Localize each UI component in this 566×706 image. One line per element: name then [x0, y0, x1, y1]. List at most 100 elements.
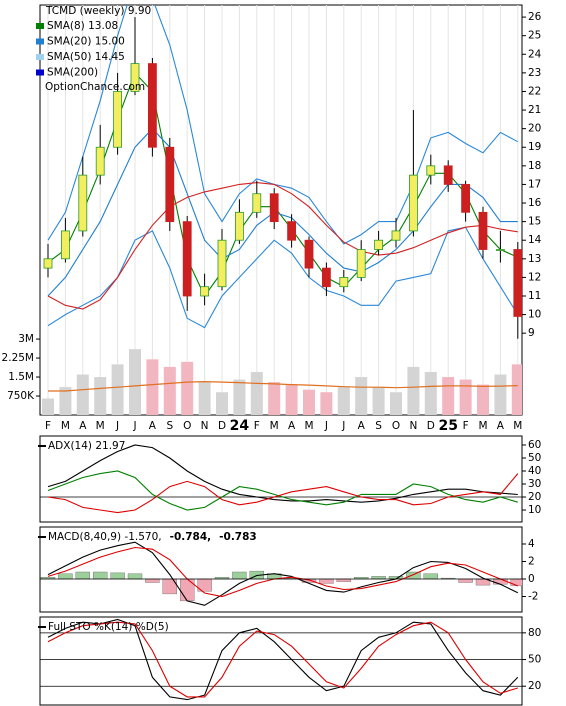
histogram-bar — [458, 578, 473, 583]
volume-bar — [216, 392, 228, 415]
y-tick-label: 17 — [528, 178, 541, 190]
y-tick-label: 19 — [528, 141, 541, 153]
y-tick-label: 10 — [528, 504, 541, 516]
candle-body — [61, 230, 70, 260]
histogram-bar — [127, 573, 143, 580]
volume-tick-label: 2.25M — [2, 352, 34, 364]
volume-bar — [459, 379, 472, 415]
x-tick-label: 24 — [230, 418, 250, 434]
candle-body — [513, 249, 522, 317]
histogram-bar — [423, 573, 438, 580]
volume-tick-label: 3M — [18, 333, 34, 345]
panel-plot — [42, 5, 522, 415]
volume-bar — [59, 387, 72, 415]
x-tick-label: S — [375, 420, 382, 432]
y-tick-label: 9 — [528, 327, 535, 339]
y-tick-label: 11 — [528, 290, 541, 302]
volume-bar — [94, 377, 107, 415]
candle-body — [113, 91, 122, 148]
x-tick-label: D — [218, 420, 226, 432]
volume-bar — [250, 371, 263, 415]
upper-band — [47, 5, 519, 245]
x-tick-label: 25 — [438, 418, 457, 434]
candle-body — [304, 239, 314, 269]
volume-bar — [163, 366, 176, 415]
x-tick-label: A — [358, 420, 366, 432]
volume-average — [48, 380, 518, 392]
x-tick-label: O — [392, 420, 400, 432]
volume-bar — [442, 377, 455, 415]
candle-body — [391, 230, 401, 241]
candle-body — [321, 267, 331, 288]
volume-bar — [42, 398, 54, 415]
y-tick-label: 2 — [528, 555, 535, 567]
histogram-bar — [319, 578, 334, 584]
y-tick-label: 12 — [528, 271, 541, 283]
volume-bar — [285, 384, 298, 415]
x-tick-label: A — [149, 420, 157, 432]
x-tick-label: F — [463, 420, 469, 432]
histogram-bar — [110, 572, 125, 580]
y-tick-label: 50 — [528, 452, 541, 464]
y-tick-label: 0 — [528, 573, 535, 585]
panel-plot — [40, 541, 522, 606]
candle-body — [78, 174, 88, 232]
candle-body — [252, 193, 262, 213]
y-tick-label: 24 — [528, 48, 542, 60]
legend-label: SMA(200) — [47, 67, 98, 79]
x-tick-label: M — [61, 420, 70, 432]
candle-body — [478, 211, 488, 250]
candle-body — [287, 221, 297, 241]
candle-body — [234, 211, 244, 241]
sma-line — [47, 182, 518, 310]
histogram-bar — [75, 571, 91, 580]
x-tick-label: A — [497, 420, 505, 432]
y-tick-label: 21 — [528, 104, 541, 116]
candle-body — [147, 63, 157, 148]
watermark: OptionChance.com — [45, 81, 145, 93]
candle-body — [356, 249, 366, 278]
indicator-line — [47, 621, 518, 698]
volume-bar — [407, 366, 420, 415]
y-tick-label: 80 — [528, 627, 541, 639]
volume-bar — [233, 379, 246, 415]
legend-label: SMA(20) 15.00 — [47, 36, 125, 48]
volume-bar — [511, 364, 522, 415]
panel-plot — [47, 618, 519, 701]
x-tick-label: F — [254, 420, 260, 432]
legend-swatch — [36, 23, 44, 29]
y-tick-label: 22 — [528, 85, 541, 97]
y-tick-label: 15 — [528, 216, 541, 228]
indicator-line — [47, 470, 518, 511]
sma-line — [47, 127, 518, 297]
histogram-bar — [510, 578, 522, 587]
panel-frame — [39, 616, 523, 706]
x-tick-label: S — [166, 420, 173, 432]
indicator-line — [47, 473, 519, 514]
x-tick-label: J — [115, 420, 119, 432]
volume-bar — [424, 371, 437, 415]
y-tick-label: 25 — [528, 30, 541, 42]
x-tick-label: J — [324, 420, 328, 432]
candle-body — [95, 146, 105, 176]
candle-body — [461, 184, 471, 213]
volume-tick-label: 750K — [7, 390, 35, 402]
histogram-bar — [493, 578, 508, 585]
volume-bar — [494, 374, 507, 415]
panel-frame — [39, 526, 523, 613]
x-tick-label: M — [304, 420, 313, 432]
legend-swatch — [36, 69, 44, 76]
legend-swatch — [36, 38, 44, 45]
candle-body — [200, 286, 210, 297]
macd-reading: -0.784, — [170, 531, 212, 543]
x-tick-label: J — [132, 420, 136, 432]
y-tick-label: 60 — [528, 439, 541, 451]
y-tick-label: 14 — [528, 234, 542, 246]
macd-reading: -0.783 — [219, 531, 257, 543]
volume-tick-label: 1.5M — [8, 371, 34, 383]
volume-bar — [76, 374, 89, 415]
y-tick-label: 10 — [528, 309, 541, 321]
volume-bar — [372, 387, 385, 415]
